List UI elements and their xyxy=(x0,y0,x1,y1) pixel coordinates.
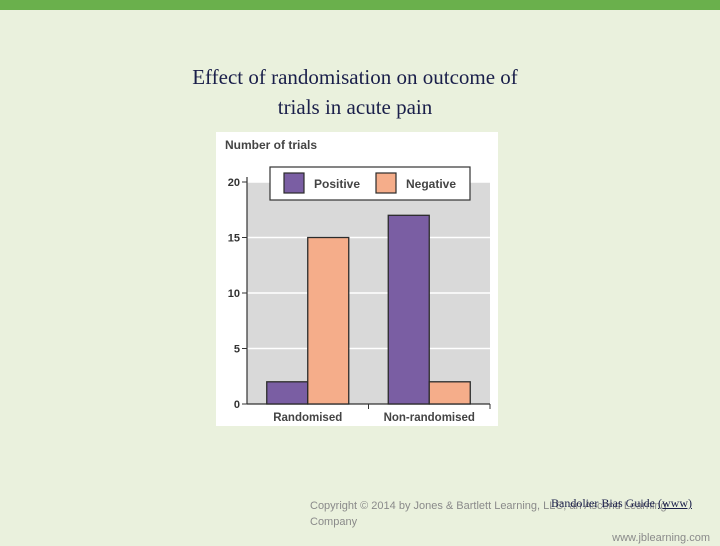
bar-negative-0 xyxy=(307,236,350,405)
bar-positive-0 xyxy=(266,381,309,405)
slide-title-line2: trials in acute pain xyxy=(277,95,433,119)
legend-label-negative: Negative xyxy=(406,177,456,191)
legend-label-positive: Positive xyxy=(314,177,360,191)
x-tick-label-1: Non-randomised xyxy=(384,412,475,424)
y-tick-label-2: 10 xyxy=(228,288,240,300)
y-axis-label: Number of trials xyxy=(225,138,317,152)
y-tick-label-4: 20 xyxy=(228,177,240,189)
citation: Bandolier Bias Guide (www) xyxy=(551,496,692,511)
x-tick-label-0: Randomised xyxy=(273,412,342,424)
y-tick-label-0: 0 xyxy=(234,399,240,411)
legend-swatch-negative xyxy=(375,172,397,194)
chart-panel: 0 5 10 15 20 Number of trials Randomised Non-ra… xyxy=(216,132,498,426)
bar-chart: 0 5 10 15 20 Number of trials Randomised Non-ra… xyxy=(225,138,491,424)
bar-negative-1 xyxy=(428,381,471,405)
slide-title-line1: Effect of randomisation on outcome of xyxy=(192,65,518,89)
top-accent-bar xyxy=(0,0,720,10)
y-tick-label-1: 5 xyxy=(234,344,240,356)
copyright-line2: www.jblearning.com xyxy=(612,532,710,544)
copyright-line1: Copyright © 2014 by Jones & Bartlett Lea… xyxy=(310,500,667,528)
legend-swatch-positive xyxy=(283,172,305,194)
slide-title: Effect of randomisation on outcome of tr… xyxy=(150,62,560,122)
bar-positive-1 xyxy=(387,214,430,405)
citation-text: Bandolier Bias Guide xyxy=(551,496,658,510)
citation-link[interactable]: (www) xyxy=(657,496,692,510)
y-tick-label-3: 15 xyxy=(228,233,240,245)
